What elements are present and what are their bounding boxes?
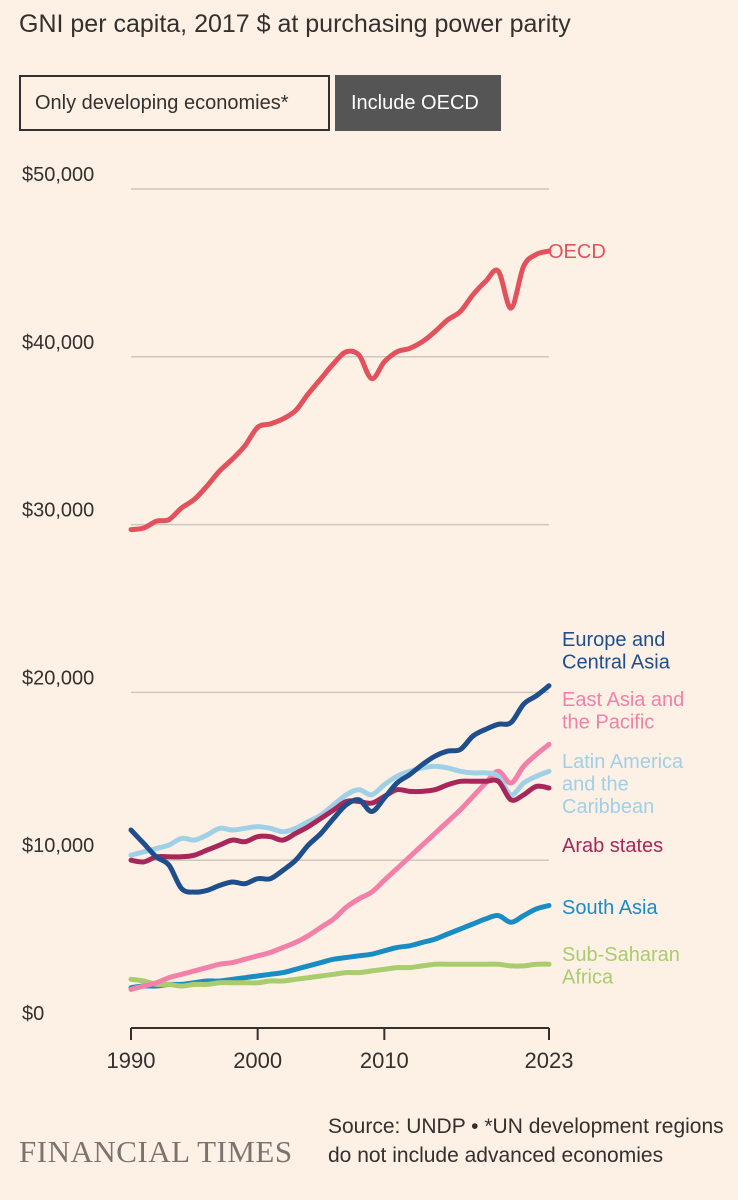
y-tick-label: $10,000 xyxy=(22,835,94,857)
series-line-east-asia-and-the-pacific xyxy=(128,741,552,992)
series-line-latin-america-and-the-caribbean xyxy=(128,763,552,858)
series-label-sub-saharan-africa: Sub-Saharan Africa xyxy=(562,944,680,989)
y-tick-label: $20,000 xyxy=(22,667,94,689)
y-tick-label: $50,000 xyxy=(22,164,94,186)
series-line-south-asia xyxy=(128,903,552,991)
x-tick-label: 2023 xyxy=(525,1048,574,1073)
series-label-south-asia: South Asia xyxy=(562,897,659,919)
series-label-europe-and-central-asia: Europe and Central Asia xyxy=(562,629,671,674)
series-line-oecd xyxy=(128,248,552,533)
series-label-arab-states: Arab states xyxy=(562,835,663,857)
y-tick-label: $30,000 xyxy=(22,500,94,522)
financial-times-logo: FINANCIAL TIMES xyxy=(19,1134,293,1169)
y-tick-label: $40,000 xyxy=(22,332,94,354)
series-label-east-asia-and-the-pacific: East Asia and the Pacific xyxy=(562,689,684,734)
x-tick-label: 2000 xyxy=(233,1048,282,1073)
series-label-latin-america-and-the-caribbean: Latin America and the Caribbean xyxy=(562,751,684,818)
series-line-arab-states xyxy=(128,777,552,865)
developing-economies-toggle[interactable]: Only developing economies* xyxy=(19,75,330,131)
series-line-europe-and-central-asia xyxy=(128,683,552,895)
gni-line-chart: $0 $10,000 $20,000 $30,000 $40,000 $50,000 199… xyxy=(22,164,684,1073)
series-line-sub-saharan-africa xyxy=(128,961,552,989)
chart-title: GNI per capita, 2017 $ at purchasing pow… xyxy=(19,10,571,38)
include-oecd-toggle[interactable]: Include OECD xyxy=(335,75,501,131)
y-tick-label: $0 xyxy=(22,1003,44,1025)
x-tick-label: 2010 xyxy=(360,1048,409,1073)
series-label-oecd: OECD xyxy=(548,241,606,263)
source-note: Source: UNDP • *UN development regions d… xyxy=(328,1115,724,1167)
x-tick-label: 1990 xyxy=(107,1048,156,1073)
